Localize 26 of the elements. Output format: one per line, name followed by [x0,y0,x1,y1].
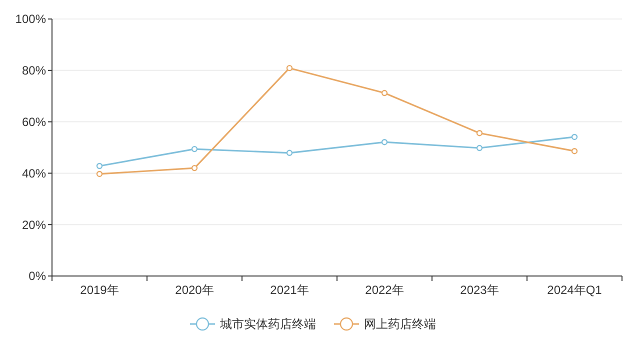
point [286,150,293,156]
x-tick-label: 2019年 [80,283,119,297]
x-tick-label: 2022年 [365,283,404,297]
point [191,146,198,152]
x-tick-label: 2024年Q1 [547,283,602,297]
point [381,139,388,146]
y-tick-label: 0% [28,269,46,284]
point [476,144,483,152]
point [286,64,293,72]
x-tick-label: 2023年 [460,283,499,297]
point [571,134,578,140]
point [191,164,198,172]
point [96,162,103,170]
x-tick-label: 2021年 [270,283,309,297]
point [381,90,388,96]
point [96,170,103,178]
y-tick-label: 20% [22,218,46,232]
point [571,148,578,154]
legend-label: 城市实体药店终端 [219,317,316,332]
x-tick-label: 2020年 [175,283,214,297]
y-tick-label: 60% [22,115,46,129]
y-tick-label: 100% [15,12,46,26]
legend-label: 网上药店终端 [364,317,436,332]
point [476,130,483,136]
y-tick-label: 80% [22,64,46,78]
y-tick-label: 40% [22,166,46,180]
